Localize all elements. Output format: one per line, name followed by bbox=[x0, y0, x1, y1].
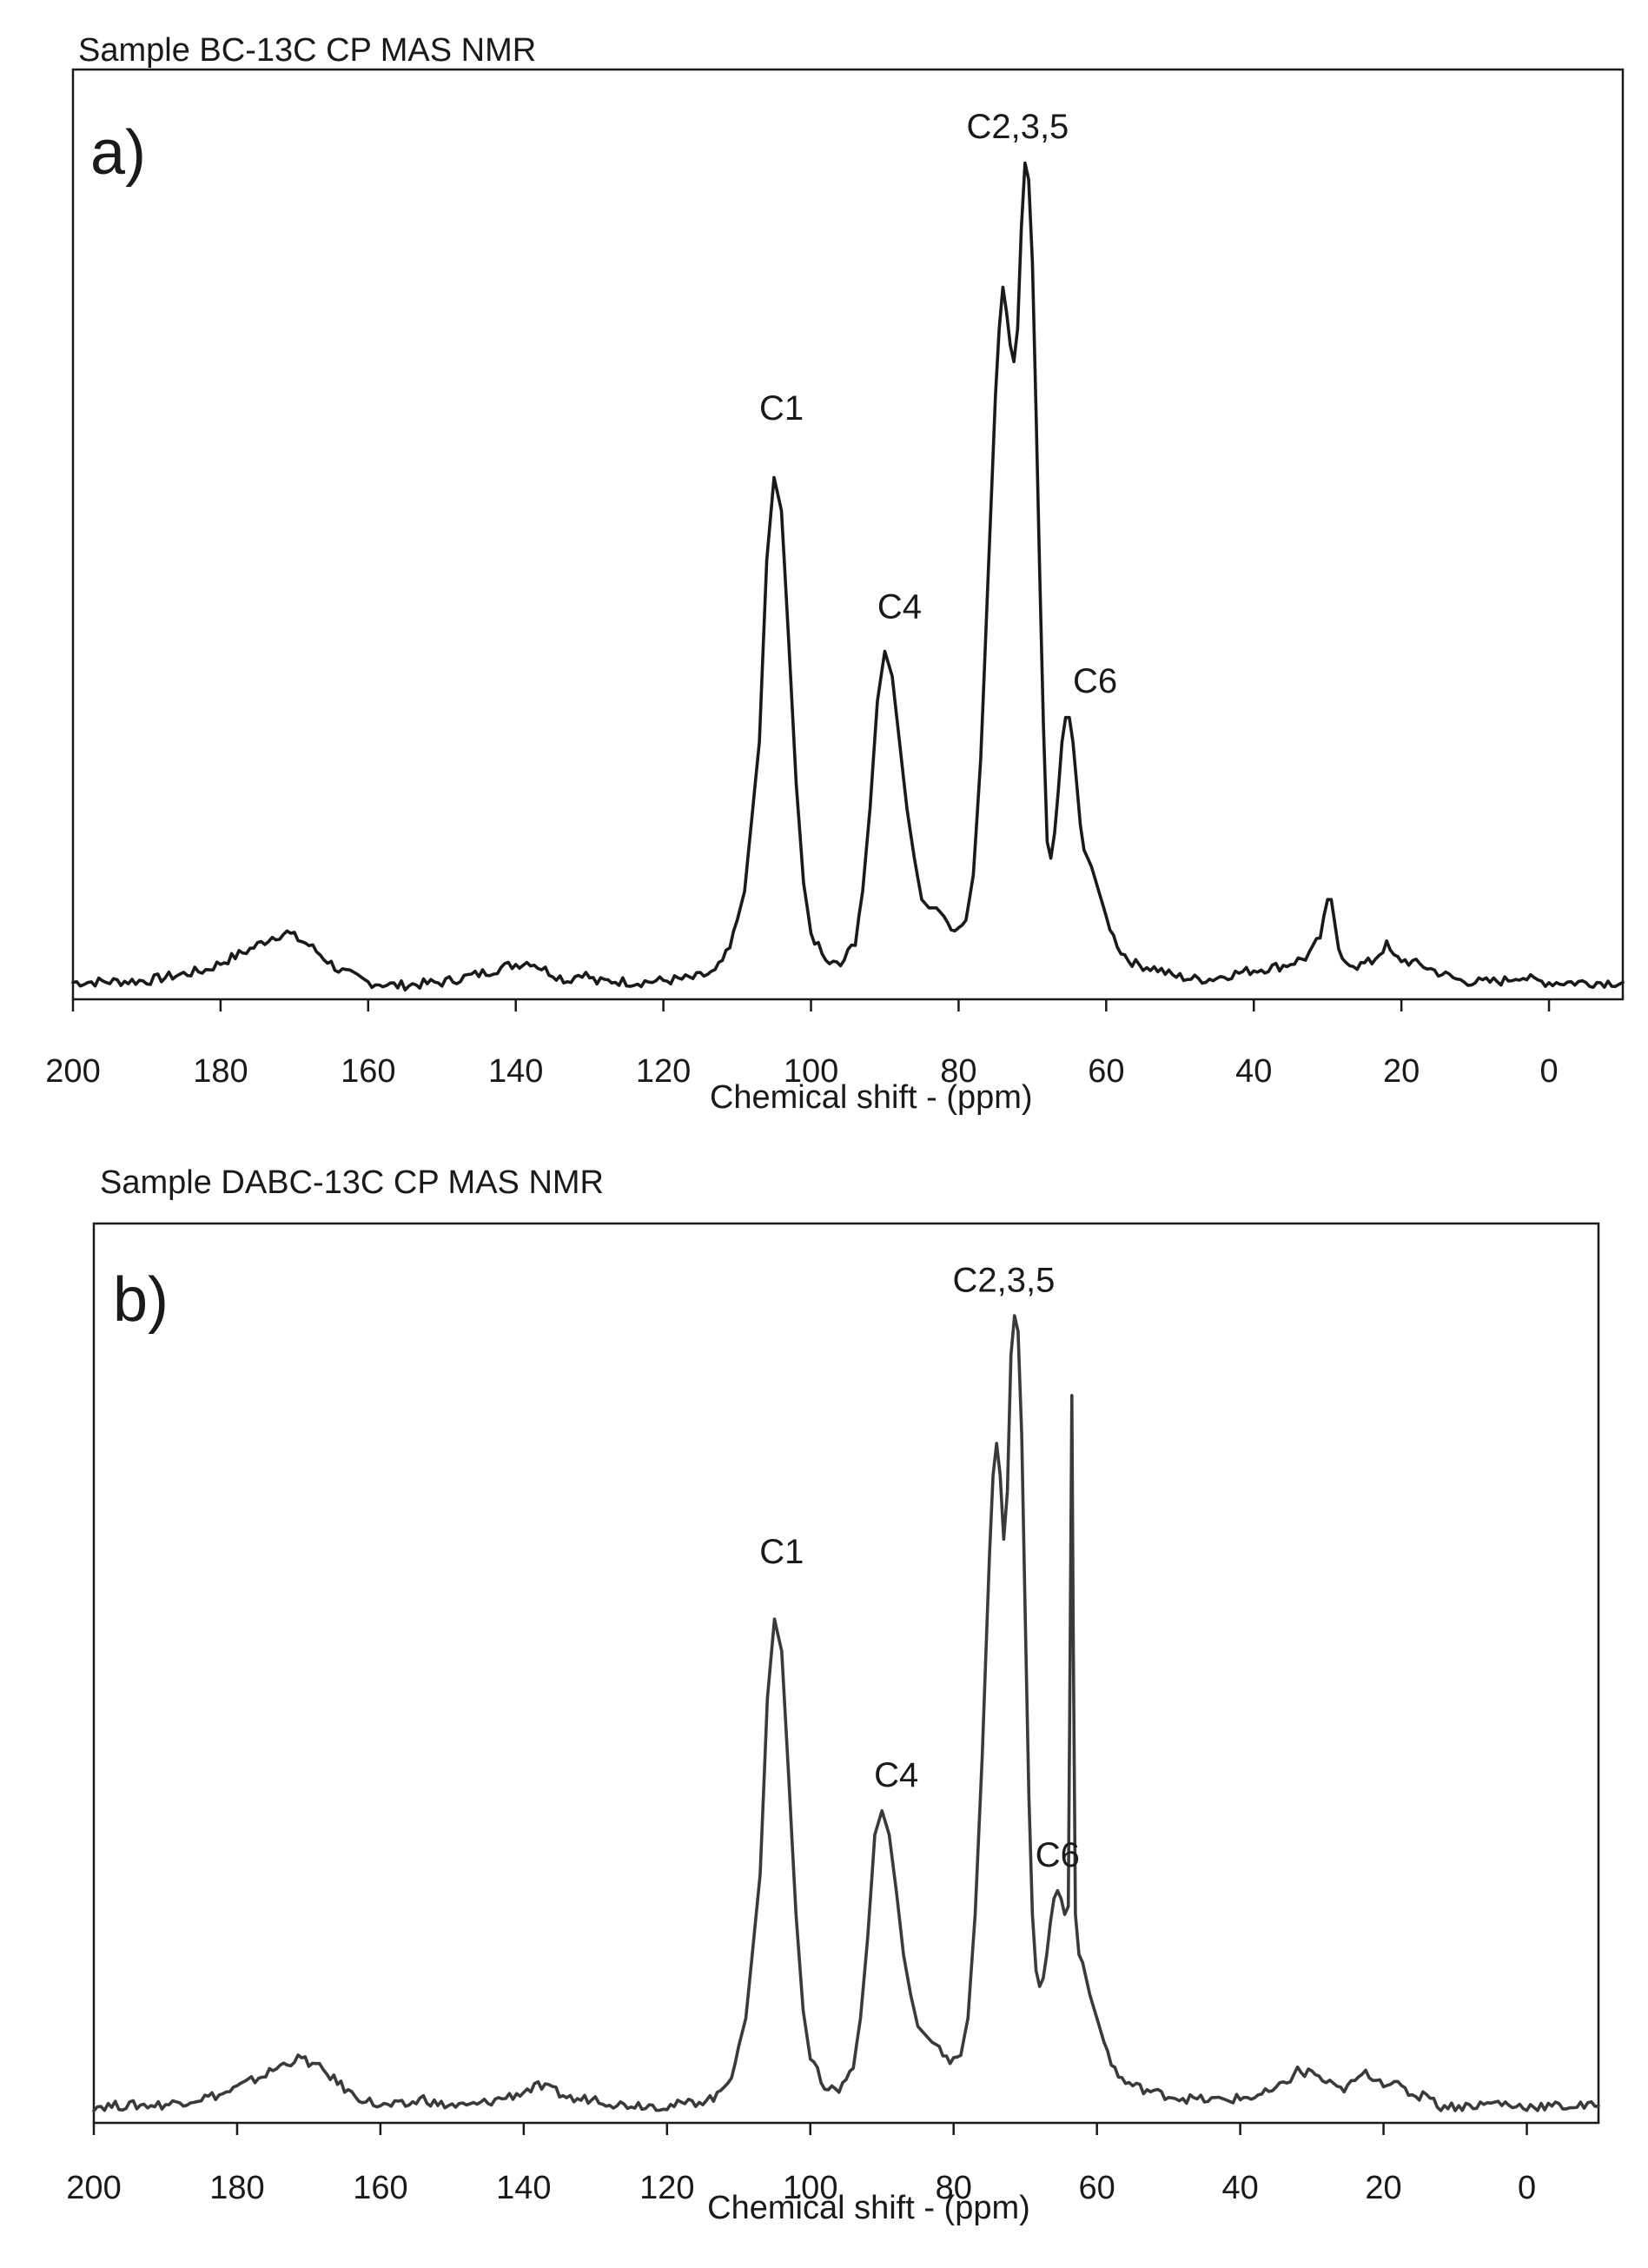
spectrum-line bbox=[92, 1314, 1600, 2112]
chart-title: Sample BC-13C CP MAS NMR bbox=[78, 32, 536, 69]
plot-frame bbox=[71, 68, 1625, 1001]
x-tick-label: 100 bbox=[784, 1053, 838, 1090]
x-tick-label: 200 bbox=[66, 2170, 121, 2206]
peak-label: C1 bbox=[759, 1533, 804, 1571]
panel-label: b) bbox=[113, 1265, 169, 1335]
x-tick-label: 140 bbox=[496, 2170, 551, 2206]
x-tick-label: 160 bbox=[341, 1053, 395, 1090]
x-axis-label: Chemical shift - (ppm) bbox=[710, 1079, 1033, 1116]
x-tick-label: 20 bbox=[1365, 2170, 1401, 2206]
x-tick-label: 0 bbox=[1539, 1053, 1558, 1090]
x-tick-label: 80 bbox=[940, 1053, 976, 1090]
x-tick-label: 120 bbox=[639, 2170, 694, 2206]
x-tick-label: 80 bbox=[936, 2170, 972, 2206]
x-tick-label: 180 bbox=[193, 1053, 248, 1090]
x-axis-label: Chemical shift - (ppm) bbox=[707, 2190, 1030, 2226]
x-tick-label: 180 bbox=[209, 2170, 264, 2206]
x-tick-label: 140 bbox=[488, 1053, 543, 1090]
x-tick-label: 60 bbox=[1088, 1053, 1124, 1090]
peak-label: C6 bbox=[1036, 1836, 1080, 1874]
x-tick-label: 120 bbox=[636, 1053, 691, 1090]
panel-label: a) bbox=[90, 118, 146, 188]
plot-frame bbox=[92, 1222, 1600, 2125]
x-tick-label: 200 bbox=[45, 1053, 100, 1090]
x-tick-label: 40 bbox=[1235, 1053, 1272, 1090]
x-tick-label: 0 bbox=[1518, 2170, 1536, 2206]
peak-label: C2,3,5 bbox=[966, 108, 1069, 146]
x-tick-label: 100 bbox=[783, 2170, 837, 2206]
chart-title: Sample DABC-13C CP MAS NMR bbox=[100, 1164, 604, 1201]
peak-label: C1 bbox=[759, 389, 804, 428]
x-tick-label: 60 bbox=[1079, 2170, 1115, 2206]
x-tick-label: 160 bbox=[353, 2170, 407, 2206]
x-tick-label: 20 bbox=[1383, 1053, 1420, 1090]
peak-label: C6 bbox=[1073, 662, 1117, 700]
peak-label: C2,3,5 bbox=[953, 1261, 1056, 1299]
peak-label: C4 bbox=[877, 587, 922, 626]
x-tick-label: 40 bbox=[1221, 2170, 1258, 2206]
peak-label: C4 bbox=[874, 1756, 918, 1794]
spectrum-line bbox=[71, 161, 1625, 992]
